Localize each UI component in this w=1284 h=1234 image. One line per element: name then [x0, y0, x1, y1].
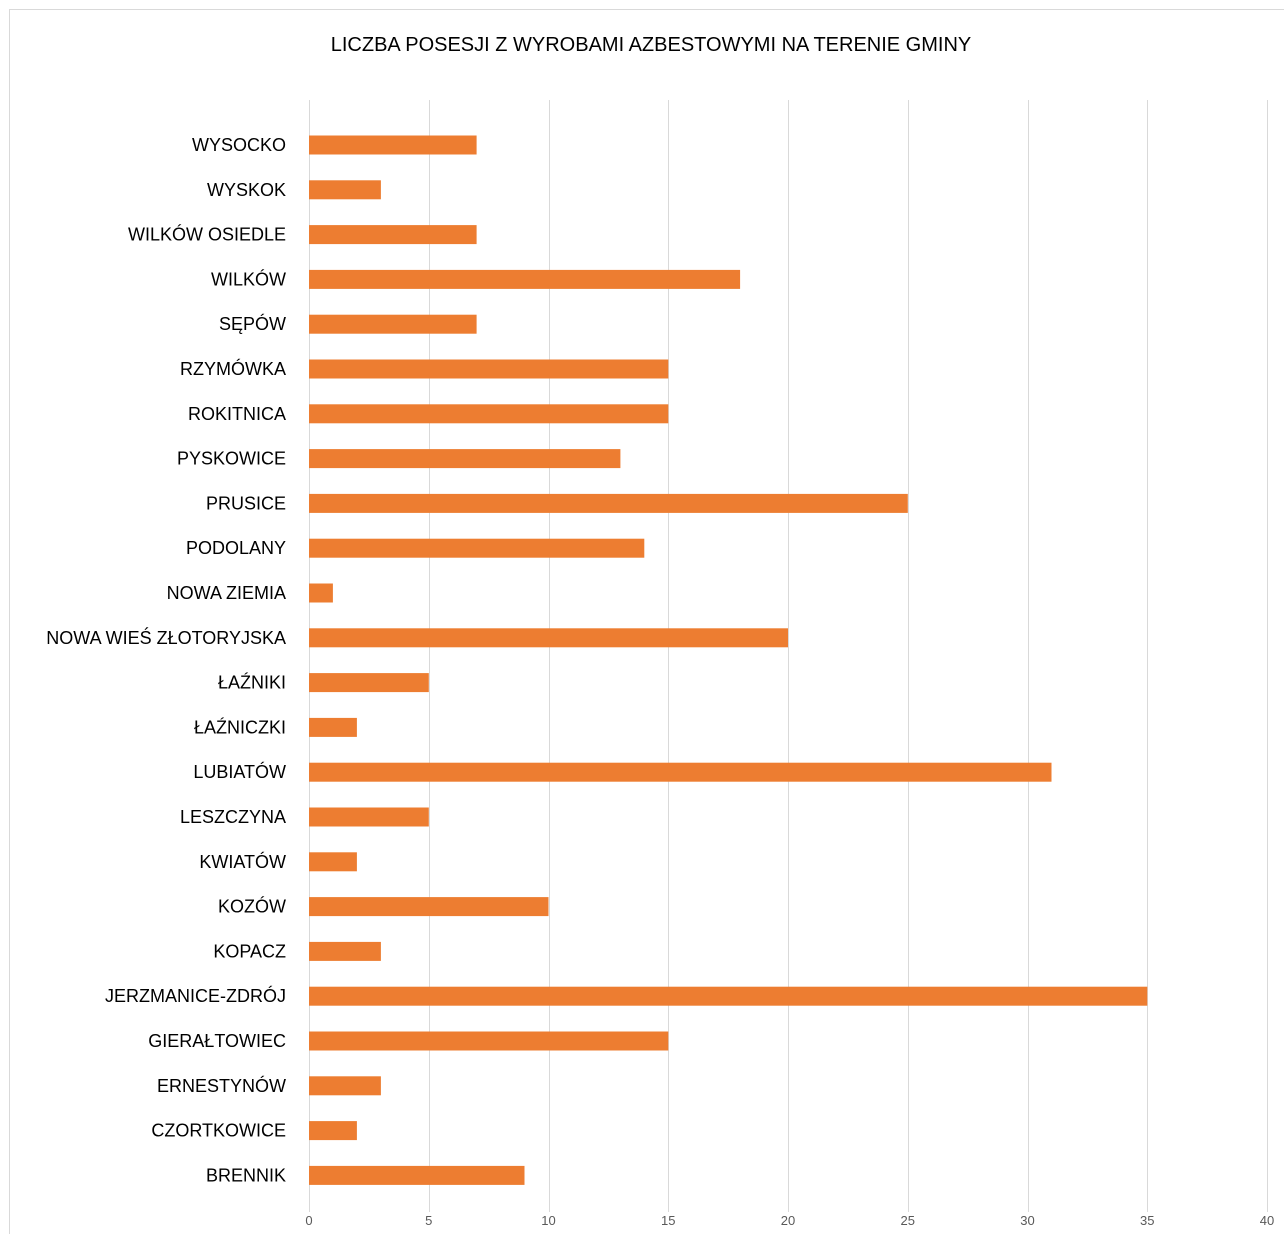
bar	[309, 225, 477, 245]
category-label: RZYMÓWKA	[180, 358, 286, 379]
bar	[309, 314, 477, 334]
category-label: ŁAŹNIKI	[218, 673, 286, 693]
bar	[309, 269, 741, 289]
category-label: WILKÓW OSIEDLE	[128, 224, 286, 245]
bar	[309, 897, 549, 917]
bar	[309, 359, 669, 379]
bar	[309, 538, 645, 558]
x-tick-label: 5	[425, 1213, 432, 1228]
category-labels: WYSOCKO WYSKOK WILKÓW OSIEDLE WILKÓW SĘPÓW RZ…	[46, 135, 286, 1185]
x-axis-ticks: 0 5 10 15 20 25 30 35 40	[305, 1213, 1274, 1228]
category-label: NOWA ZIEMIA	[167, 583, 286, 603]
x-tick-label: 0	[305, 1213, 312, 1228]
grid-layer	[309, 100, 1268, 1212]
bar	[309, 762, 1052, 782]
x-tick-label: 30	[1020, 1213, 1034, 1228]
category-label: WYSKOK	[207, 180, 286, 200]
category-label: GIERAŁTOWIEC	[148, 1031, 286, 1051]
category-label: ROKITNICA	[188, 404, 286, 424]
category-label: WYSOCKO	[192, 135, 286, 155]
x-tick-label: 10	[541, 1213, 555, 1228]
x-tick-label: 15	[661, 1213, 675, 1228]
bar	[309, 449, 621, 469]
category-label: KWIATÓW	[199, 851, 286, 872]
bar	[309, 673, 429, 693]
bar	[309, 493, 908, 513]
category-label: CZORTKOWICE	[151, 1121, 286, 1141]
bar	[309, 1031, 669, 1051]
category-label: JERZMANICE-ZDRÓJ	[105, 985, 286, 1006]
category-label: PODOLANY	[186, 538, 286, 558]
category-label: LESZCZYNA	[180, 807, 286, 827]
bar	[309, 986, 1148, 1006]
category-label: PYSKOWICE	[177, 449, 286, 469]
bar	[309, 717, 357, 737]
bar	[309, 941, 381, 961]
bar	[309, 583, 333, 603]
chart-title: LICZBA POSESJI Z WYROBAMI AZBESTOWYMI NA…	[331, 34, 972, 56]
category-label: PRUSICE	[206, 493, 286, 513]
bar	[309, 404, 669, 424]
x-tick-label: 40	[1260, 1213, 1274, 1228]
category-label: KOPACZ	[213, 941, 286, 961]
chart-frame	[9, 9, 1284, 1234]
bars-layer	[309, 135, 1148, 1185]
bar	[309, 135, 477, 155]
category-label: NOWA WIEŚ ZŁOTORYJSKA	[46, 627, 286, 648]
bar	[309, 852, 357, 872]
bar	[309, 1121, 357, 1141]
category-label: ŁAŹNICZKI	[194, 717, 286, 737]
bar	[309, 628, 788, 648]
bar	[309, 1165, 525, 1185]
bar	[309, 1076, 381, 1096]
category-label: ERNESTYNÓW	[157, 1075, 286, 1096]
x-tick-label: 20	[781, 1213, 795, 1228]
x-tick-label: 35	[1140, 1213, 1154, 1228]
category-label: WILKÓW	[211, 268, 286, 289]
category-label: SĘPÓW	[219, 313, 286, 334]
bar	[309, 180, 381, 200]
category-label: BRENNIK	[206, 1165, 286, 1185]
category-label: KOZÓW	[218, 896, 286, 917]
x-tick-label: 25	[901, 1213, 915, 1228]
category-label: LUBIATÓW	[193, 761, 286, 782]
bar	[309, 807, 429, 827]
